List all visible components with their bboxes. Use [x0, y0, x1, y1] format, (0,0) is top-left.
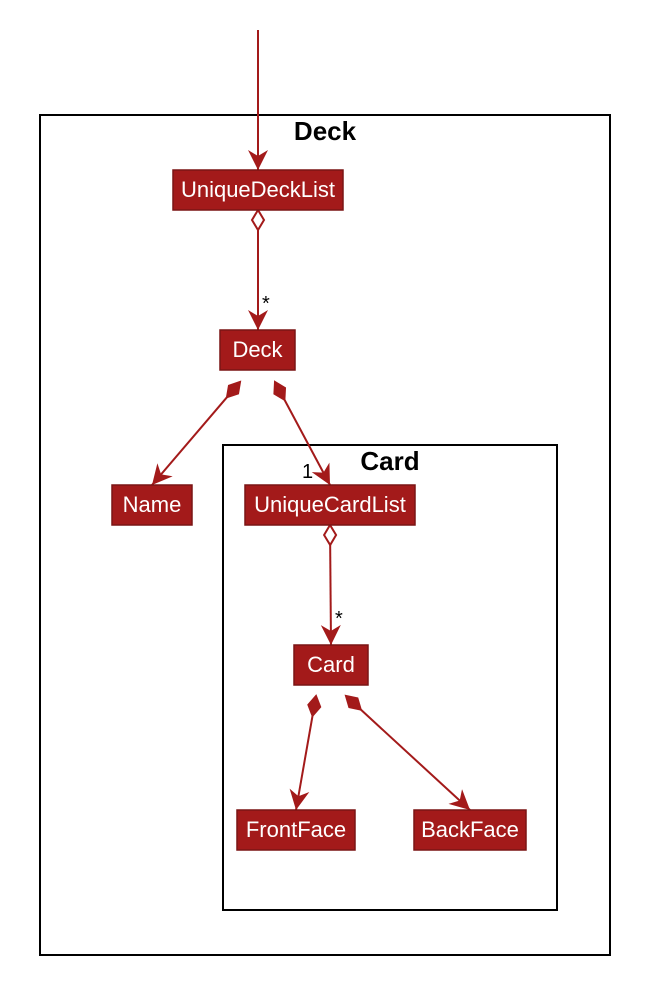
node-label-backface: BackFace — [421, 817, 519, 842]
node-uniquecardlist: UniqueCardList — [245, 485, 415, 525]
node-label-card: Card — [307, 652, 355, 677]
edge-2 — [152, 382, 240, 485]
multiplicity-3: 1 — [302, 461, 313, 483]
deck-container-title: Deck — [294, 116, 357, 146]
node-label-frontface: FrontFace — [246, 817, 346, 842]
node-label-uniquedecklist: UniqueDeckList — [181, 177, 335, 202]
edge-5 — [296, 696, 320, 810]
node-deck: Deck — [220, 330, 295, 370]
node-uniquedecklist: UniqueDeckList — [173, 170, 343, 210]
node-backface: BackFace — [414, 810, 526, 850]
node-label-name: Name — [123, 492, 182, 517]
card-container-title: Card — [360, 446, 419, 476]
node-name: Name — [112, 485, 192, 525]
edge-6 — [346, 696, 470, 810]
node-label-uniquecardlist: UniqueCardList — [254, 492, 406, 517]
multiplicity-4: * — [335, 608, 343, 630]
node-card: Card — [294, 645, 368, 685]
node-frontface: FrontFace — [237, 810, 355, 850]
multiplicity-1: * — [262, 293, 270, 315]
class-diagram: UniqueDeckList Deck Name UniqueCardList Card… — [0, 0, 650, 996]
node-label-deck: Deck — [232, 337, 283, 362]
